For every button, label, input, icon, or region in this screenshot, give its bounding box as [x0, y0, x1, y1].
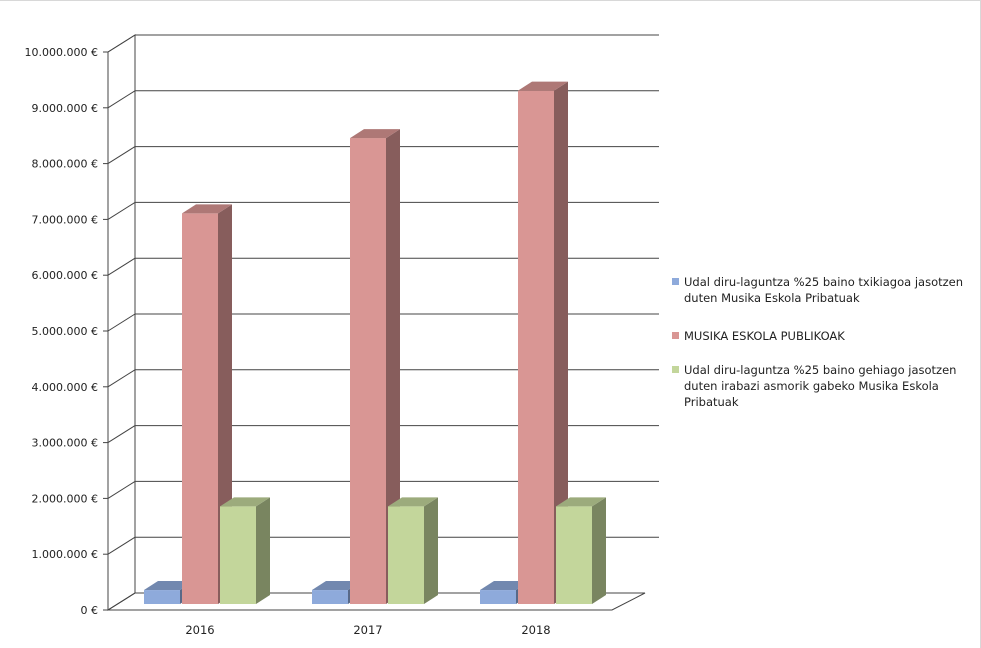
- gridline-diagonal: [107, 257, 136, 276]
- y-tick-label: 0 €: [81, 604, 99, 617]
- bar-top: [182, 204, 232, 214]
- bar-front: [312, 590, 348, 604]
- bar-2018-series-2: [518, 81, 568, 604]
- legend-label: Udal diru-laguntza %25 baino gehiago jas…: [684, 363, 957, 409]
- bar-front: [518, 90, 554, 604]
- chart-floor: [106, 592, 646, 611]
- bar-top: [480, 581, 530, 591]
- y-tick-label: 9.000.000 €: [32, 102, 98, 115]
- bar-top: [388, 497, 438, 507]
- legend: Udal diru-laguntza %25 baino txikiagoa j…: [672, 274, 977, 432]
- bar-top: [556, 497, 606, 507]
- bar-front: [350, 138, 386, 604]
- bar-side: [592, 497, 606, 604]
- x-category-label: 2018: [521, 623, 550, 637]
- y-tick-label: 6.000.000 €: [32, 269, 98, 282]
- bar-side: [256, 497, 270, 604]
- y-tick-label: 10.000.000 €: [25, 46, 98, 59]
- y-axis: 0 € 1.000.000 € 2.000.000 € 3.000.000 € 4.00…: [25, 46, 109, 617]
- y-tick-label: 7.000.000 €: [32, 213, 98, 226]
- bar-front: [556, 506, 592, 604]
- y-tick-label: 3.000.000 €: [32, 437, 98, 450]
- gridline-diagonal: [107, 201, 136, 220]
- bar-top: [144, 581, 194, 591]
- bar-2017-series-3: [388, 497, 438, 604]
- bar-top: [350, 129, 400, 139]
- legend-label: Udal diru-laguntza %25 baino txikiagoa j…: [684, 275, 964, 305]
- bar-2016-series-3: [220, 497, 270, 604]
- legend-label: MUSIKA ESKOLA PUBLIKOAK: [684, 329, 845, 343]
- x-category-label: 2016: [185, 623, 214, 637]
- y-tick-label: 5.000.000 €: [32, 325, 98, 338]
- bar-side: [424, 497, 438, 604]
- gridline-diagonal: [107, 425, 136, 444]
- bar-2017-series-2: [350, 129, 400, 604]
- legend-swatch: [672, 278, 679, 285]
- gridline-diagonal: [107, 90, 136, 109]
- gridline-diagonal: [107, 146, 136, 165]
- bar-2018-series-3: [556, 497, 606, 604]
- gridline-diagonal: [107, 313, 136, 332]
- bar-front: [220, 506, 256, 604]
- y-tick-label: 4.000.000 €: [32, 381, 98, 394]
- bar-front: [182, 213, 218, 604]
- legend-swatch: [672, 332, 679, 339]
- bar-top: [518, 81, 568, 91]
- gridline-diagonal: [107, 34, 136, 53]
- gridline-diagonal: [107, 536, 136, 555]
- x-category-label: 2017: [353, 623, 382, 637]
- legend-swatch: [672, 366, 679, 373]
- legend-item-series-3: Udal diru-laguntza %25 baino gehiago jas…: [672, 362, 977, 410]
- y-tick-label: 2.000.000 €: [32, 492, 98, 505]
- bar-front: [388, 506, 424, 604]
- bar-top: [312, 581, 362, 591]
- legend-item-series-2: MUSIKA ESKOLA PUBLIKOAK: [672, 328, 977, 344]
- y-tick-label: 1.000.000 €: [32, 548, 98, 561]
- x-axis: 2016 2017 2018: [185, 623, 550, 637]
- floor-plane: [106, 592, 646, 611]
- y-tick-label: 8.000.000 €: [32, 158, 98, 171]
- gridline-diagonal: [107, 369, 136, 388]
- bar-side: [554, 81, 568, 604]
- bar-front: [480, 590, 516, 604]
- bar-front: [144, 590, 180, 604]
- bars: [144, 81, 606, 604]
- bar-top: [220, 497, 270, 507]
- gridline-diagonal: [107, 480, 136, 499]
- legend-item-series-1: Udal diru-laguntza %25 baino txikiagoa j…: [672, 274, 977, 306]
- bar-side: [386, 129, 400, 604]
